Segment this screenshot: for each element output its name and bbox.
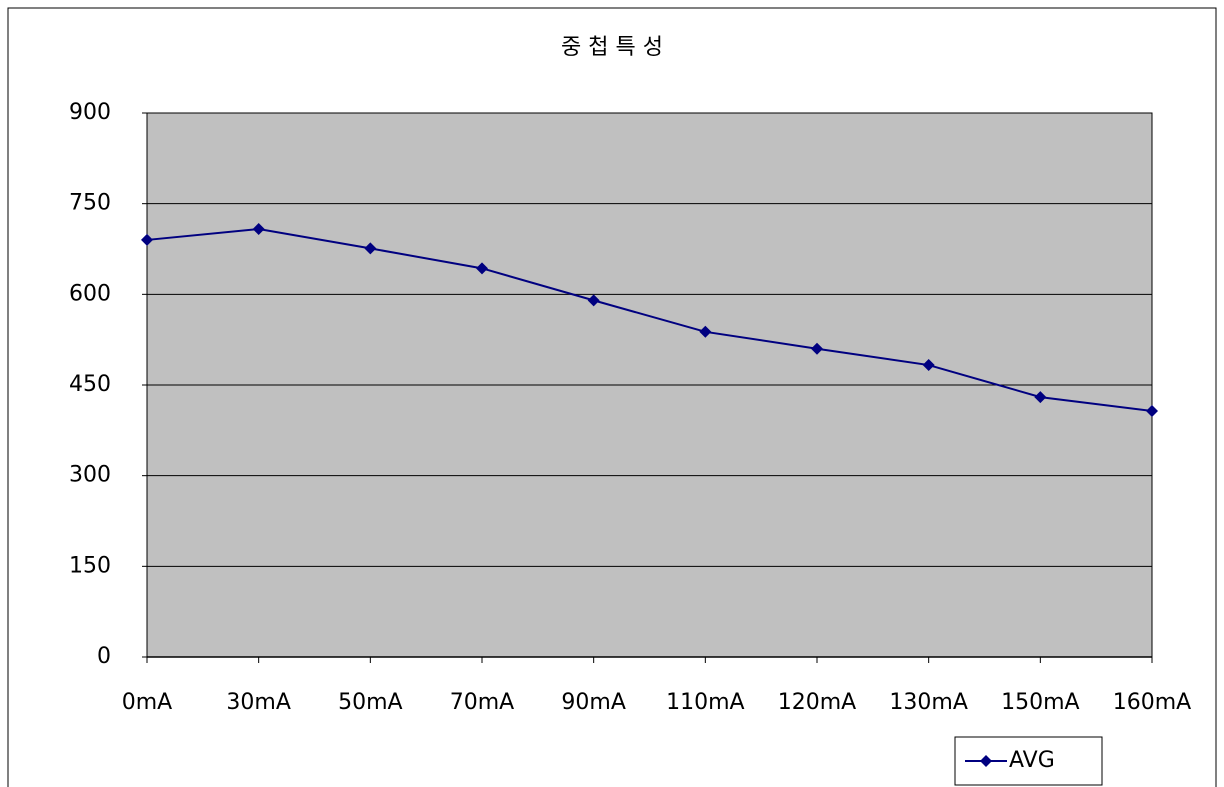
data-point: [1034, 391, 1047, 404]
x-tick-label: 150mA: [1001, 690, 1079, 715]
legend-marker: [980, 755, 992, 767]
y-tick-label: 300: [69, 463, 111, 488]
data-point: [587, 294, 600, 307]
data-point: [1146, 404, 1158, 417]
data-point: [699, 325, 712, 338]
y-tick-label: 150: [69, 553, 111, 578]
y-tick-label: 900: [69, 100, 111, 125]
data-point: [364, 242, 377, 255]
y-tick-label: 0: [97, 644, 111, 669]
y-tick-label: 750: [69, 191, 111, 216]
x-tick-label: 50mA: [338, 690, 402, 715]
data-point: [252, 223, 265, 236]
x-tick-label: 130mA: [889, 690, 967, 715]
x-tick-label: 30mA: [226, 690, 290, 715]
data-point: [811, 342, 823, 355]
x-tick-label: 160mA: [1113, 690, 1191, 715]
data-point: [476, 262, 488, 275]
y-tick-label: 600: [69, 281, 111, 306]
x-tick-label: 90mA: [561, 690, 625, 715]
y-tick-label: 450: [69, 372, 111, 397]
x-tick-label: 0mA: [122, 690, 172, 715]
data-point: [922, 359, 935, 372]
legend-label: AVG: [1009, 748, 1055, 773]
x-tick-label: 70mA: [450, 690, 514, 715]
x-tick-label: 120mA: [778, 690, 856, 715]
data-line: [146, 228, 1153, 412]
data-point: [141, 233, 153, 246]
chart-title: 중 첩 특 성: [561, 35, 663, 60]
x-tick-label: 110mA: [666, 690, 744, 715]
